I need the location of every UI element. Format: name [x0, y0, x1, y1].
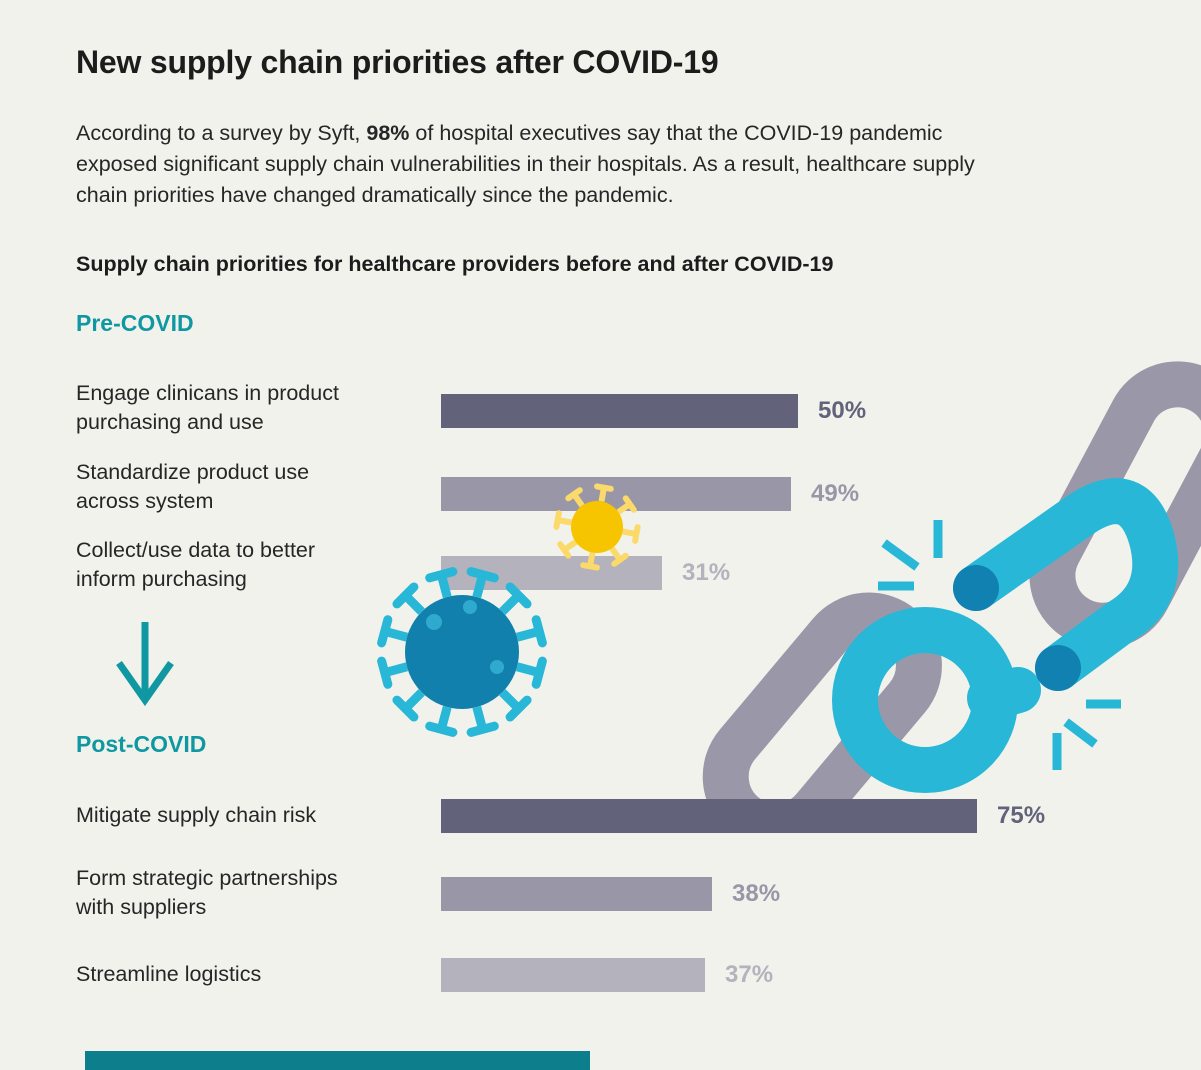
footer-accent-bar — [85, 1051, 590, 1070]
bar-row-label: Mitigate supply chain risk — [76, 803, 317, 827]
bar-row-label: Streamline logistics — [76, 962, 262, 986]
bar-value-label: 38% — [732, 880, 781, 907]
intro-text: According to a survey by Syft, — [76, 121, 367, 145]
bar-row-label: Form strategic partnerships with supplier… — [76, 866, 338, 919]
bar-value-label: 50% — [818, 397, 867, 424]
bar-value-label: 31% — [682, 559, 731, 586]
intro-stat: 98% — [366, 121, 410, 145]
chart-bar — [441, 394, 798, 428]
intro-text: of hospital executives say that the COVI… — [76, 121, 975, 207]
bar-value-label: 37% — [725, 961, 774, 988]
page-title: New supply chain priorities after COVID-… — [76, 44, 719, 80]
section-label-post-covid: Post-COVID — [76, 731, 207, 757]
section-label-pre-covid: Pre-COVID — [76, 310, 194, 336]
bar-row-label: Standardize product use across system — [76, 460, 310, 513]
bar-row-label: Engage clinicans in product purchasing an… — [76, 381, 339, 434]
chart-bar — [441, 877, 712, 911]
bar-value-label: 49% — [811, 480, 860, 507]
intro-paragraph: According to a survey by Syft, 98% of ho… — [76, 118, 1016, 211]
bar-row-label: Collect/use data to better inform purchas… — [76, 538, 316, 591]
chart-title: Supply chain priorities for healthcare p… — [76, 252, 834, 276]
bar-value-label: 75% — [997, 802, 1046, 829]
chart-bar — [441, 799, 977, 833]
chart-bar — [441, 958, 705, 992]
